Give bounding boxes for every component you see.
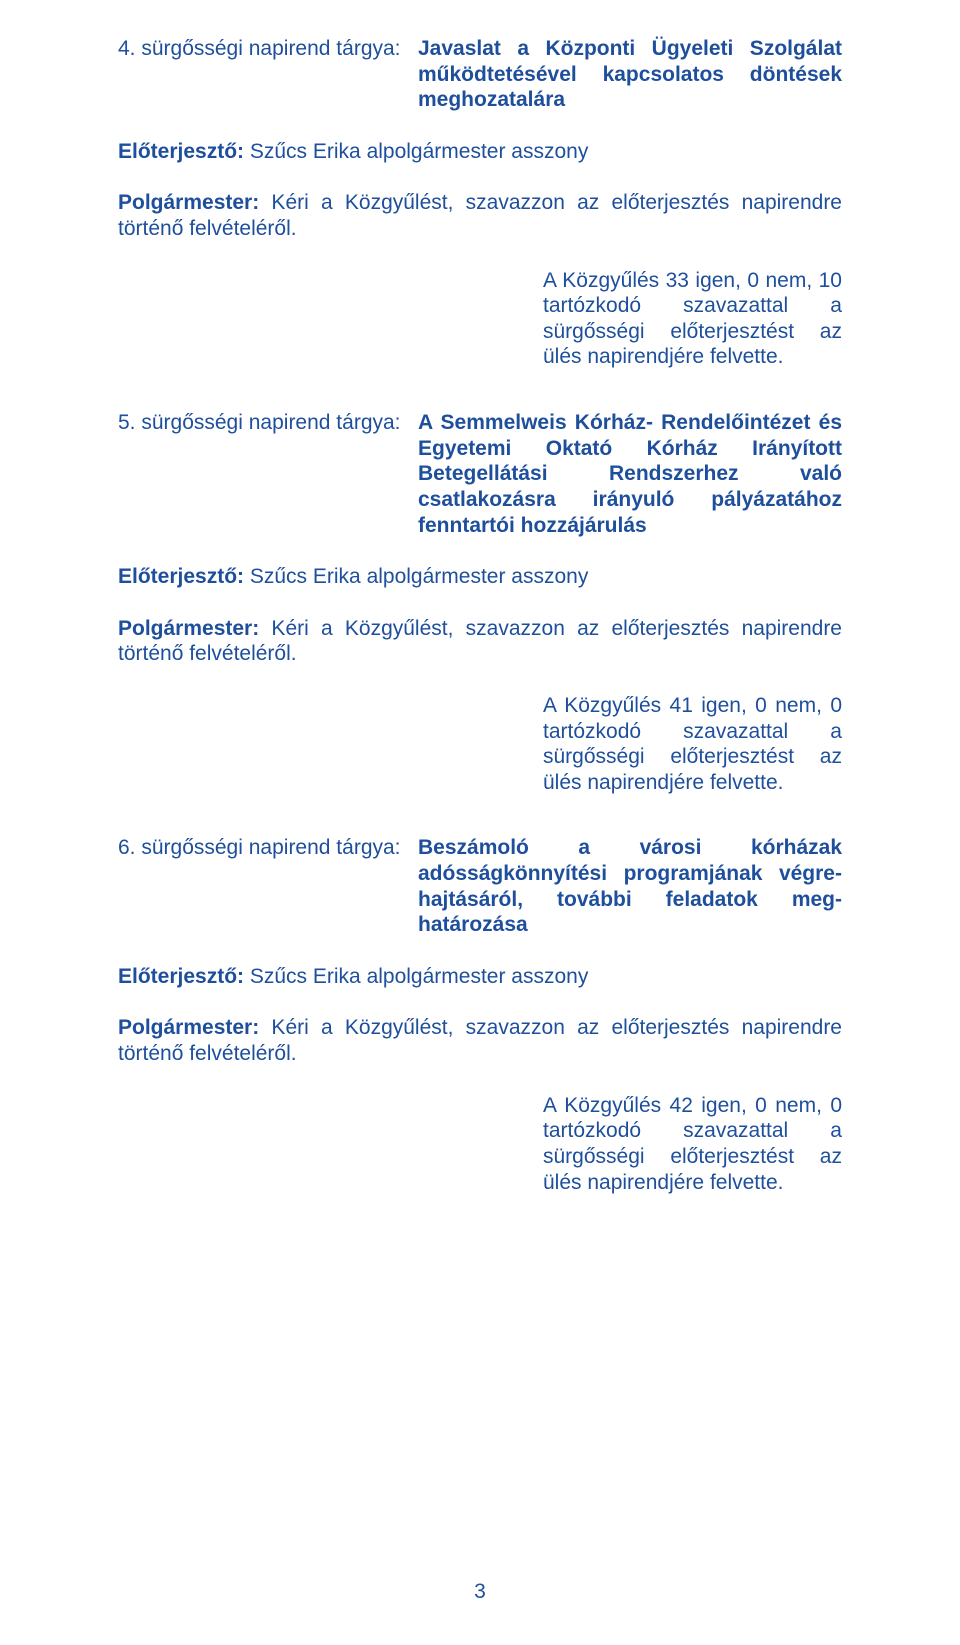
- agenda-item-4-presenter: Előterjesztő: Szűcs Erika alpolgármester…: [118, 139, 842, 165]
- agenda-item-4-title: Javaslat a Központi Ügyeleti Szolgálat m…: [418, 36, 842, 113]
- mayor-label: Polgármester:: [118, 191, 259, 214]
- agenda-item-5-presenter: Előterjesztő: Szűcs Erika alpolgármester…: [118, 564, 842, 590]
- presenter-name: Szűcs Erika alpolgármester asszony: [244, 140, 588, 163]
- presenter-label: Előterjesztő:: [118, 565, 244, 588]
- agenda-item-6-result: A Közgyűlés 42 igen, 0 nem, 0 tartózkodó…: [543, 1093, 842, 1195]
- agenda-item-6-label: 6. sürgősségi napirend tárgya:: [118, 835, 418, 861]
- agenda-item-4-mayor: Polgármester: Kéri a Közgyűlést, szavazz…: [118, 190, 842, 241]
- agenda-item-5-title: A Semmelweis Kórház- Rendelőintézet és E…: [418, 410, 842, 538]
- mayor-label: Polgármester:: [118, 617, 259, 640]
- agenda-item-4-result: A Közgyűlés 33 igen, 0 nem, 10 tartózkod…: [543, 268, 842, 370]
- document-page: 4. sürgősségi napirend tárgya: Javaslat …: [0, 0, 960, 1645]
- agenda-item-5-result: A Közgyűlés 41 igen, 0 nem, 0 tartózkodó…: [543, 693, 842, 795]
- agenda-item-5-heading: 5. sürgősségi napirend tárgya: A Semmelw…: [118, 410, 842, 538]
- agenda-item-6-heading: 6. sürgősségi napirend tárgya: Beszámoló…: [118, 835, 842, 937]
- agenda-item-6-presenter: Előterjesztő: Szűcs Erika alpolgármester…: [118, 964, 842, 990]
- agenda-item-4-heading: 4. sürgősségi napirend tárgya: Javaslat …: [118, 36, 842, 113]
- presenter-name: Szűcs Erika alpolgármester asszony: [244, 965, 588, 988]
- presenter-label: Előterjesztő:: [118, 140, 244, 163]
- agenda-item-6-title: Beszámoló a városi kórházak adósságkönny…: [418, 835, 842, 937]
- presenter-name: Szűcs Erika alpolgármester asszony: [244, 565, 588, 588]
- presenter-label: Előterjesztő:: [118, 965, 244, 988]
- agenda-item-5-label: 5. sürgősségi napirend tárgya:: [118, 410, 418, 436]
- agenda-item-6-mayor: Polgármester: Kéri a Közgyűlést, szavazz…: [118, 1015, 842, 1066]
- agenda-item-5-mayor: Polgármester: Kéri a Közgyűlést, szavazz…: [118, 616, 842, 667]
- mayor-label: Polgármester:: [118, 1016, 259, 1039]
- page-number: 3: [0, 1579, 960, 1605]
- agenda-item-4-label: 4. sürgősségi napirend tárgya:: [118, 36, 418, 62]
